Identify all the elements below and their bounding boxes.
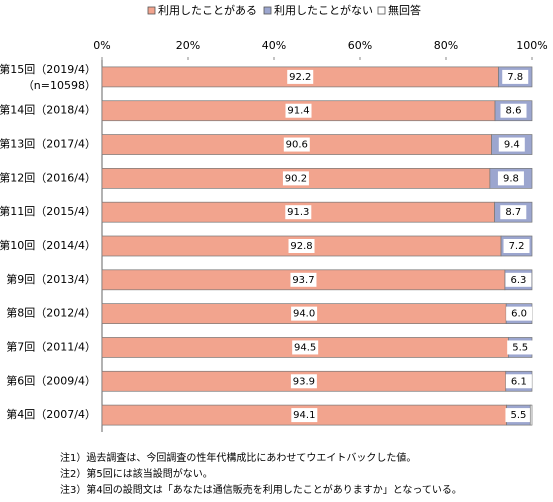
x-tick-label: 60% — [348, 39, 372, 52]
legend-label: 無回答 — [388, 3, 421, 17]
bar-segment — [529, 404, 533, 426]
value-label: 6.1 — [511, 376, 527, 387]
value-label-box — [285, 103, 312, 118]
y-tick-label: 第7回（2011/4） — [6, 339, 96, 353]
value-label: 93.9 — [293, 376, 315, 387]
value-label: 91.3 — [287, 207, 309, 218]
note: 注1）過去調査は、今回調査の性年代構成比にあわせてウエイトバックした値。 — [60, 451, 416, 464]
y-tick-label: 第8回（2012/4） — [6, 306, 96, 320]
value-label-box — [502, 69, 529, 84]
y-tick-label: 第14回（2018/4） — [0, 103, 96, 117]
legend-label: 利用したことがない — [274, 3, 373, 17]
value-label: 6.0 — [511, 309, 527, 320]
value-label: 94.1 — [293, 410, 315, 421]
value-label-box — [291, 306, 318, 321]
value-label-box — [292, 340, 319, 355]
y-tick-label: 第6回（2009/4） — [6, 373, 96, 387]
value-label-box — [287, 69, 314, 84]
value-label-box — [500, 103, 527, 118]
value-label-box — [291, 408, 318, 423]
value-label: 5.5 — [512, 342, 528, 353]
value-label-box — [497, 171, 524, 186]
value-label: 7.2 — [509, 241, 525, 252]
value-label: 7.8 — [507, 72, 523, 83]
x-tick-label: 40% — [262, 39, 286, 52]
value-label-box — [290, 272, 317, 287]
value-label: 94.5 — [294, 342, 316, 353]
x-tick-label: 20% — [176, 39, 200, 52]
value-label: 8.7 — [505, 207, 521, 218]
value-label-box — [503, 239, 530, 253]
y-tick-label: 第13回（2017/4） — [0, 137, 96, 151]
x-tick-label: 80% — [434, 39, 458, 52]
value-label-box — [500, 205, 527, 220]
legend-swatch — [147, 6, 156, 15]
value-label: 90.6 — [286, 140, 308, 151]
value-label-box — [505, 272, 532, 287]
value-label: 5.5 — [511, 410, 527, 421]
value-label: 92.8 — [290, 241, 312, 252]
value-label: 93.7 — [292, 275, 314, 286]
legend-label: 利用したことがある — [158, 3, 257, 17]
x-tick-label: 0% — [93, 39, 110, 52]
x-tick-label: 100% — [516, 39, 547, 52]
value-label: 94.0 — [293, 309, 315, 320]
y-tick-label: 第9回（2013/4） — [6, 272, 96, 286]
value-label: 8.6 — [506, 106, 522, 117]
value-label-box — [505, 408, 532, 423]
value-label-box — [285, 205, 312, 220]
value-label: 9.8 — [503, 173, 519, 184]
sample-size: （n=10598） — [23, 79, 96, 92]
y-tick-label: 第4回（2007/4） — [6, 407, 96, 421]
y-tick-label: 第12回（2016/4） — [0, 170, 96, 184]
note: 注2）第5回には該当設問がない。 — [60, 467, 213, 480]
value-label: 92.2 — [289, 72, 311, 83]
value-label-box — [283, 137, 310, 152]
value-label-box — [290, 374, 317, 389]
value-label-box — [506, 306, 533, 321]
value-label-box — [498, 137, 525, 152]
value-label: 90.2 — [285, 173, 307, 184]
value-label: 9.4 — [504, 140, 520, 151]
value-label-box — [288, 239, 315, 253]
value-label-box — [505, 374, 532, 389]
legend-swatch — [377, 6, 386, 15]
value-label-box — [282, 171, 309, 186]
value-label-box — [507, 340, 534, 355]
y-tick-label: 第15回（2019/4） — [0, 62, 96, 76]
y-tick-label: 第11回（2015/4） — [0, 204, 96, 218]
value-label: 91.4 — [287, 106, 309, 117]
y-tick-label: 第10回（2014/4） — [0, 238, 96, 252]
value-label: 6.3 — [511, 275, 527, 286]
legend-swatch — [263, 6, 272, 15]
note: 注3）第4回の設問文は「あなたは通信販売を利用したことがありますか」となっている… — [60, 483, 462, 496]
